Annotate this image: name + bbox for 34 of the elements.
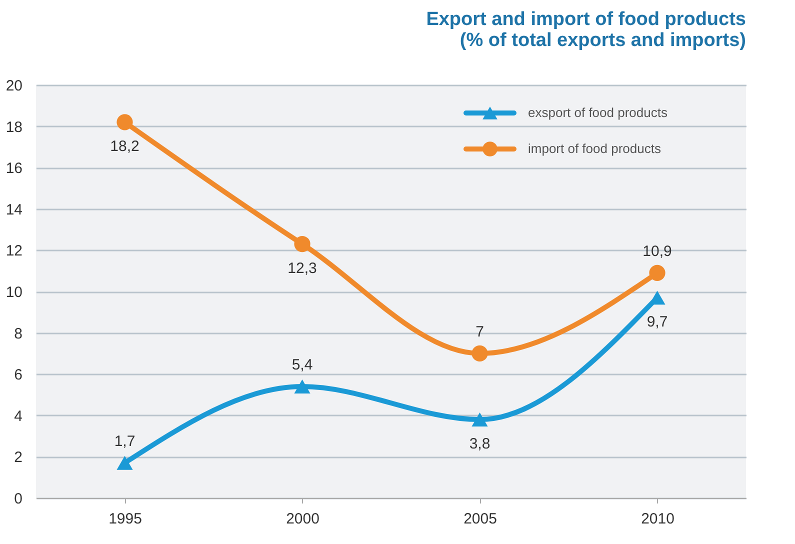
data-label: 3,8: [469, 436, 490, 453]
point: [116, 456, 133, 470]
point: [294, 380, 310, 394]
text: (% of total exports and imports): [460, 30, 746, 51]
data-label: 7: [476, 323, 484, 340]
data-label: 5,4: [292, 356, 313, 374]
y-tick-label: 16: [6, 160, 22, 178]
y-tick-label: 0: [14, 490, 22, 508]
point: [116, 114, 133, 130]
data-label: 1,7: [114, 432, 136, 450]
x-tick-label: 2010: [641, 510, 674, 528]
data-label: 18,2: [110, 138, 140, 156]
text: Export and import of food products: [426, 9, 746, 30]
y-tick-label: 4: [14, 408, 22, 425]
point: [472, 412, 488, 427]
legend-label: import of food products: [528, 141, 662, 156]
y-tick-label: 10: [6, 284, 22, 301]
data-label: 9,7: [646, 314, 668, 331]
y-tick-label: 8: [14, 325, 22, 342]
y-tick-label: 14: [6, 201, 22, 218]
point: [294, 236, 310, 252]
x-tick-label: 2005: [464, 510, 497, 528]
x-tick-label: 2000: [286, 510, 320, 528]
y-tick-label: 20: [6, 78, 22, 94]
point: [649, 264, 666, 281]
point: [472, 345, 488, 362]
y-tick-label: 6: [14, 366, 22, 384]
x-tick-label: 1995: [108, 510, 142, 528]
data-label: 10,9: [642, 242, 672, 260]
y-tick-label: 12: [6, 242, 22, 260]
y-tick-label: 2: [14, 449, 22, 466]
data-label: 12,3: [288, 260, 317, 278]
legend-label: exsport of food products: [528, 105, 668, 120]
y-tick-label: 18: [6, 118, 22, 136]
